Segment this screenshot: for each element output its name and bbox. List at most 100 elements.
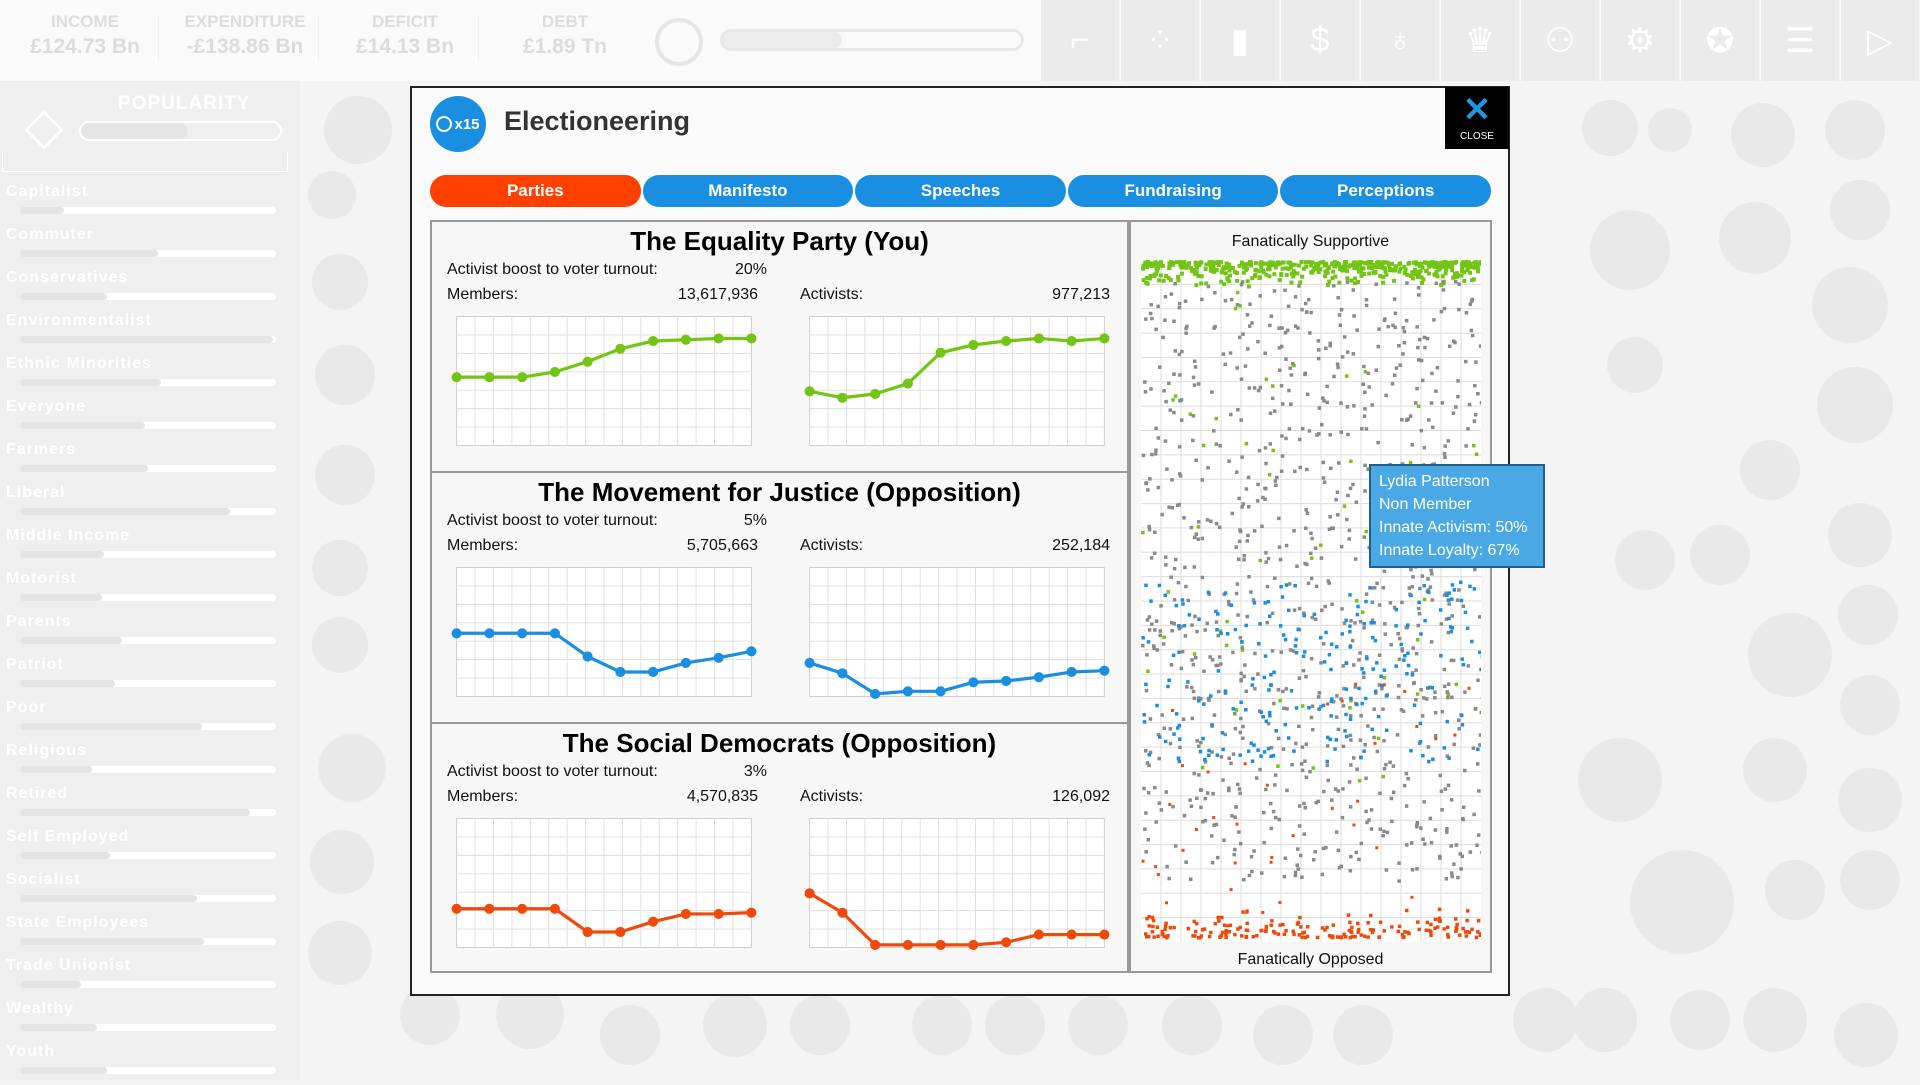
- voter-dot[interactable]: [1317, 357, 1321, 361]
- voter-dot[interactable]: [1434, 737, 1437, 740]
- voter-dot[interactable]: [1322, 399, 1326, 403]
- voter-dot[interactable]: [1152, 919, 1156, 923]
- voter-dot[interactable]: [1470, 928, 1474, 932]
- policy-icon[interactable]: [324, 96, 392, 164]
- voter-dot[interactable]: [1479, 711, 1481, 715]
- voter-dot[interactable]: [1346, 280, 1350, 284]
- voter-dot[interactable]: [1397, 696, 1401, 700]
- voter-dot[interactable]: [1221, 731, 1225, 735]
- voter-dot[interactable]: [1422, 278, 1426, 282]
- voter-dot[interactable]: [1442, 927, 1446, 931]
- voter-dot[interactable]: [1476, 392, 1480, 396]
- voter-dot[interactable]: [1430, 640, 1434, 644]
- voter-dot[interactable]: [1171, 805, 1175, 809]
- voter-dot[interactable]: [1204, 267, 1208, 271]
- voter-dot[interactable]: [1233, 712, 1237, 716]
- voter-dot[interactable]: [1421, 837, 1425, 841]
- voter-dot[interactable]: [1271, 649, 1275, 653]
- voter-dot[interactable]: [1460, 713, 1464, 717]
- voter-dot[interactable]: [1258, 294, 1262, 298]
- voter-dot[interactable]: [1233, 815, 1237, 819]
- voter-dot[interactable]: [1165, 901, 1168, 904]
- voter-dot[interactable]: [1285, 544, 1289, 548]
- voter-dot[interactable]: [1206, 518, 1210, 522]
- voter-dot[interactable]: [1245, 935, 1249, 939]
- voter-dot[interactable]: [1381, 775, 1385, 779]
- voter-dot[interactable]: [1174, 394, 1178, 398]
- voter-dot[interactable]: [1202, 702, 1206, 706]
- voter-dot[interactable]: [1222, 352, 1226, 356]
- voter-dot[interactable]: [1238, 787, 1242, 791]
- voter-dot[interactable]: [1234, 307, 1238, 311]
- voter-dot[interactable]: [1360, 933, 1364, 937]
- voter-dot[interactable]: [1154, 427, 1158, 431]
- voter-dot[interactable]: [1311, 766, 1315, 770]
- voter-dot[interactable]: [1181, 764, 1184, 767]
- voter-dot[interactable]: [1419, 740, 1423, 744]
- voter-dot[interactable]: [1388, 761, 1392, 765]
- voter-dot[interactable]: [1278, 901, 1281, 904]
- voter-dot[interactable]: [1210, 390, 1214, 394]
- voter-dot[interactable]: [1374, 690, 1378, 694]
- voter-dot[interactable]: [1427, 745, 1431, 749]
- group-everyone[interactable]: Everyone: [6, 397, 286, 440]
- voter-dot[interactable]: [1267, 274, 1271, 278]
- voter-dot[interactable]: [1211, 270, 1215, 274]
- voter-dot[interactable]: [1362, 671, 1366, 675]
- voter-dot[interactable]: [1232, 752, 1236, 756]
- voter-dot[interactable]: [1279, 272, 1283, 276]
- voter-dot[interactable]: [1341, 816, 1345, 820]
- voter-dot[interactable]: [1410, 443, 1414, 447]
- voter-dot[interactable]: [1375, 282, 1379, 286]
- voter-dot[interactable]: [1407, 664, 1411, 668]
- policy-icon[interactable]: [312, 540, 368, 596]
- voter-dot[interactable]: [1224, 936, 1228, 940]
- voter-dot[interactable]: [1188, 798, 1192, 802]
- voter-dot[interactable]: [1236, 823, 1239, 826]
- voter-dot[interactable]: [1460, 657, 1464, 661]
- voter-dot[interactable]: [1262, 841, 1266, 845]
- voter-dot[interactable]: [1400, 647, 1404, 651]
- voter-dot[interactable]: [1174, 558, 1178, 562]
- voter-dot[interactable]: [1321, 926, 1325, 930]
- voter-dot[interactable]: [1170, 506, 1173, 510]
- voter-dot[interactable]: [1271, 449, 1275, 453]
- voter-dot[interactable]: [1259, 386, 1263, 390]
- voter-dot[interactable]: [1304, 302, 1308, 306]
- voter-dot[interactable]: [1169, 727, 1173, 731]
- voter-dot[interactable]: [1440, 310, 1444, 314]
- voter-dot[interactable]: [1398, 261, 1402, 265]
- voter-dot[interactable]: [1224, 691, 1228, 695]
- voter-dot[interactable]: [1441, 274, 1445, 278]
- voter-dot[interactable]: [1235, 366, 1239, 370]
- voter-dot[interactable]: [1217, 669, 1221, 673]
- tab-speeches[interactable]: Speeches: [855, 175, 1066, 207]
- voter-dot[interactable]: [1152, 935, 1156, 939]
- voter-dot[interactable]: [1359, 270, 1363, 274]
- stat-deficit[interactable]: DEFICIT£14.13 Bn: [320, 12, 490, 60]
- voter-dot[interactable]: [1431, 598, 1435, 602]
- voter-dot[interactable]: [1270, 856, 1273, 859]
- voter-dot[interactable]: [1269, 684, 1273, 688]
- voter-dot[interactable]: [1383, 767, 1387, 771]
- voter-dot[interactable]: [1464, 444, 1468, 448]
- voter-dot[interactable]: [1427, 418, 1431, 422]
- voter-dot[interactable]: [1239, 418, 1243, 422]
- voter-dot[interactable]: [1154, 865, 1157, 868]
- stat-income[interactable]: INCOME£124.73 Bn: [0, 12, 170, 60]
- voter-dot[interactable]: [1314, 546, 1318, 550]
- voter-dot[interactable]: [1415, 325, 1419, 329]
- voter-dot[interactable]: [1287, 305, 1291, 309]
- voter-dot[interactable]: [1304, 675, 1308, 679]
- voter-dot[interactable]: [1170, 261, 1174, 265]
- voter-dot[interactable]: [1162, 636, 1166, 640]
- voter-dot[interactable]: [1311, 705, 1315, 709]
- voter-dot[interactable]: [1435, 282, 1439, 286]
- voter-dot[interactable]: [1462, 604, 1466, 608]
- voter-dot[interactable]: [1453, 341, 1457, 345]
- voter-dot[interactable]: [1240, 505, 1244, 509]
- voter-dot[interactable]: [1434, 734, 1438, 738]
- voter-dot[interactable]: [1379, 675, 1383, 679]
- voter-dot[interactable]: [1224, 271, 1228, 275]
- voter-dot[interactable]: [1193, 652, 1197, 656]
